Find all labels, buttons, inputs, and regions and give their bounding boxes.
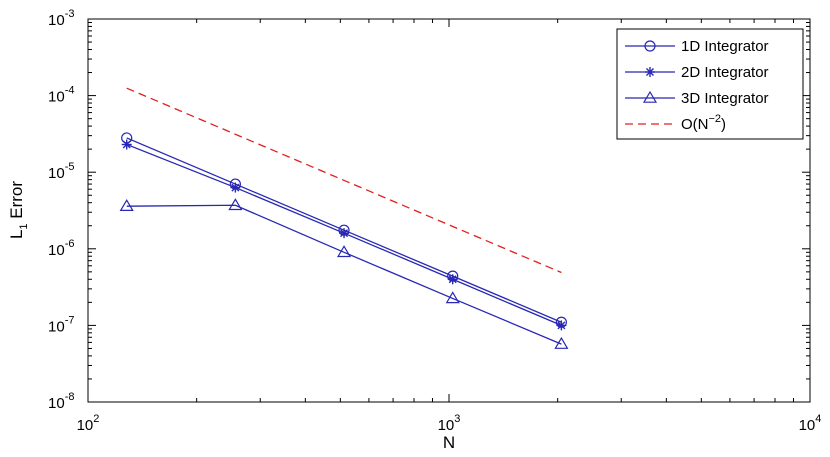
- star-marker: [121, 139, 132, 150]
- series-layer: [119, 87, 569, 349]
- triangle-marker: [642, 90, 658, 103]
- legend-label: 1D Integrator: [681, 38, 769, 55]
- star-marker: [230, 182, 241, 193]
- x-tick-label: 103: [438, 413, 461, 434]
- star-marker: [645, 67, 655, 77]
- series-4: [126, 87, 562, 274]
- legend-box: [616, 28, 804, 140]
- triangle-marker: [554, 336, 569, 349]
- triangle-marker: [228, 198, 243, 211]
- triangle-marker: [119, 199, 134, 211]
- y-tick-label: 10-5: [48, 161, 74, 182]
- legend-item: 2D Integrator: [625, 64, 769, 81]
- series-2: [121, 139, 567, 331]
- x-axis-label: N: [443, 433, 455, 452]
- legend-label: 3D Integrator: [681, 90, 769, 107]
- legend-item: 3D Integrator: [625, 90, 769, 107]
- y-axis-label-subscript: 1: [18, 223, 30, 229]
- series-line: [126, 204, 562, 345]
- legend-item: O(N−2): [625, 113, 726, 133]
- y-tick-label: 10-3: [48, 8, 74, 29]
- star-marker: [556, 320, 567, 331]
- x-tick-label: 104: [799, 413, 822, 434]
- y-axis-label-suffix: Error: [7, 181, 26, 224]
- series-3: [119, 198, 569, 349]
- legend: 1D Integrator 2D Integrator 3D Integrator O…: [616, 28, 804, 140]
- legend-item: 1D Integrator: [625, 38, 769, 55]
- series-line: [126, 87, 562, 274]
- y-tick-label: 10-6: [48, 238, 74, 259]
- triangle-marker: [445, 291, 460, 304]
- y-axis-label: L1 Error: [7, 181, 30, 239]
- circle-marker: [644, 40, 656, 52]
- y-tick-label: 10-8: [48, 391, 74, 412]
- star-marker: [447, 274, 458, 285]
- legend-items: 1D Integrator 2D Integrator 3D Integrator O…: [625, 38, 769, 133]
- legend-label: 2D Integrator: [681, 64, 769, 81]
- x-tick-label: 102: [77, 413, 100, 434]
- star-marker: [339, 228, 350, 239]
- y-tick-label: 10-4: [48, 85, 74, 106]
- y-tick-label: 10-7: [48, 314, 74, 335]
- legend-label: O(N−2): [681, 113, 726, 133]
- y-axis-label-main: L: [7, 230, 26, 239]
- axis-ticks: 102 103 104 10-8 10-7 10-6 10-5 10-4 10-3: [48, 8, 821, 434]
- triangle-marker: [336, 245, 352, 258]
